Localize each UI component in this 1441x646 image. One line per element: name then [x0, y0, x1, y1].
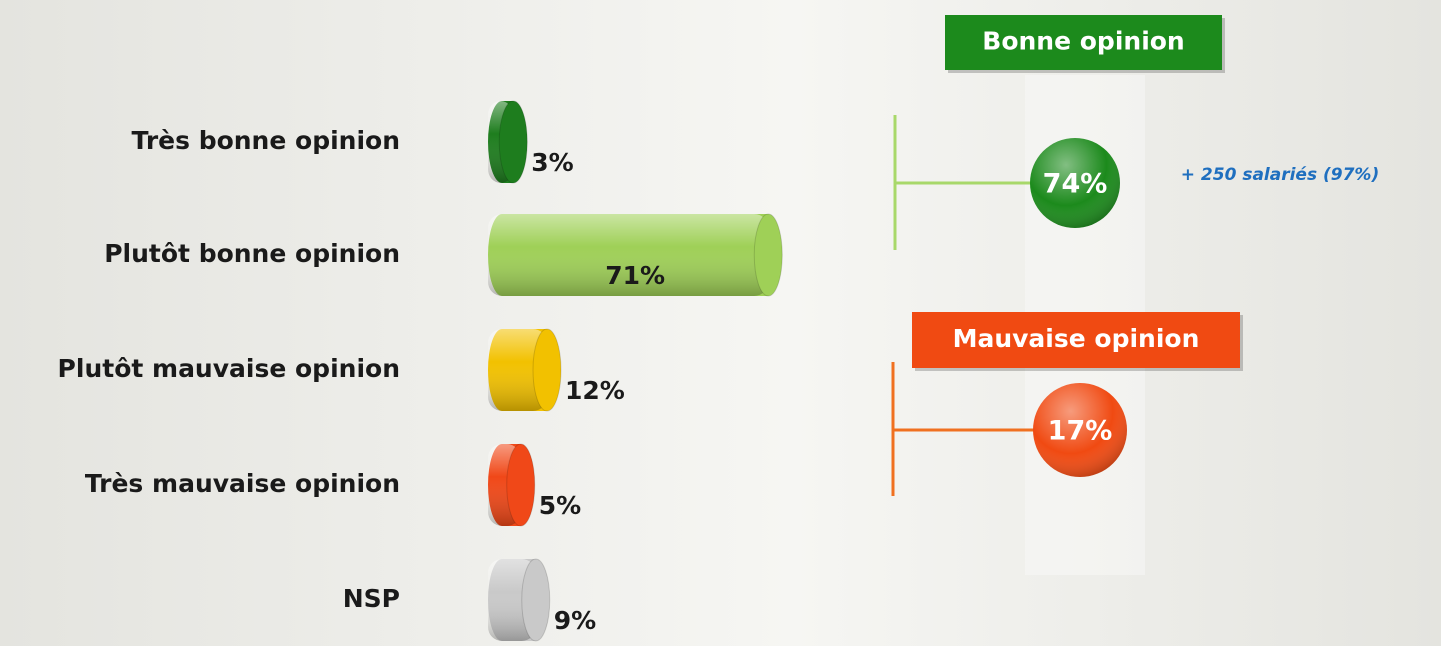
- category-label: Plutôt bonne opinion: [104, 239, 400, 268]
- group-value-label: 17%: [1048, 416, 1113, 447]
- group-header: [945, 15, 1222, 70]
- value-label: 9%: [554, 606, 596, 635]
- group-value-label: 74%: [1043, 169, 1108, 200]
- group-label: Mauvaise opinion: [953, 324, 1200, 353]
- category-label: NSP: [343, 584, 400, 613]
- bar: [488, 100, 528, 184]
- category-label: Très bonne opinion: [132, 126, 400, 155]
- bar: [488, 328, 562, 412]
- value-label: 71%: [605, 261, 665, 290]
- group-label: Bonne opinion: [982, 27, 1184, 56]
- value-label: 12%: [565, 376, 625, 405]
- group-total-shade: [1030, 138, 1120, 228]
- group-header: [912, 312, 1240, 368]
- annotation: + 250 salariés (97%): [1181, 165, 1379, 185]
- category-label: Plutôt mauvaise opinion: [58, 354, 400, 383]
- category-label: Très mauvaise opinion: [85, 469, 400, 498]
- bar: [488, 213, 783, 297]
- bar: [488, 558, 551, 642]
- value-label: 5%: [539, 491, 581, 520]
- bar: [488, 443, 536, 527]
- group-total-shade: [1033, 383, 1127, 477]
- value-label: 3%: [531, 148, 573, 177]
